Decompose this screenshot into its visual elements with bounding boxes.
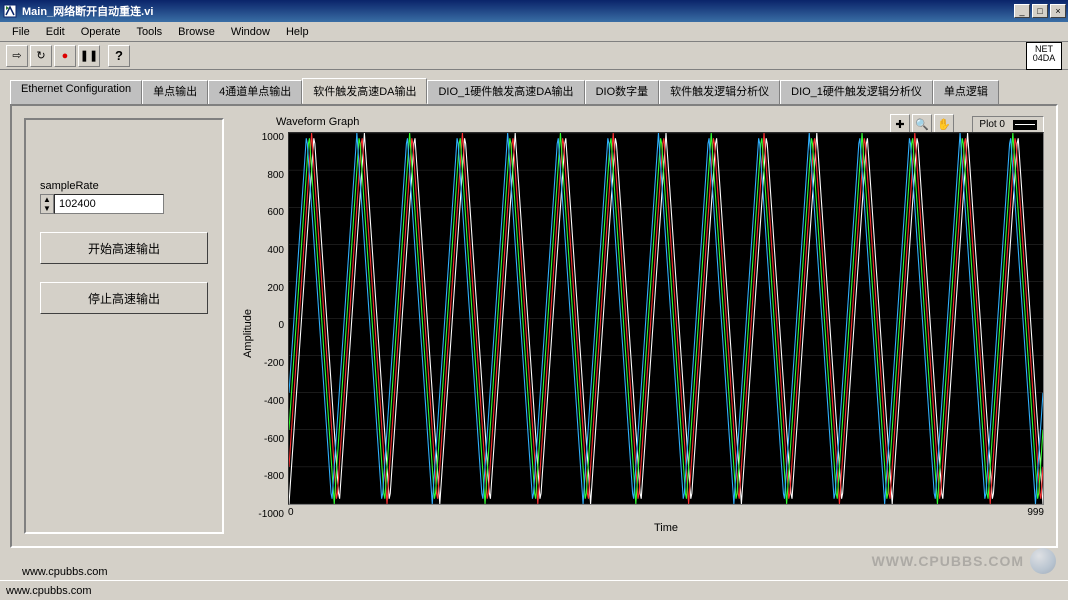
menu-tools[interactable]: Tools <box>128 24 170 40</box>
start-output-button[interactable]: 开始高速输出 <box>40 232 208 264</box>
close-button[interactable]: × <box>1050 4 1066 18</box>
samplerate-spinner[interactable]: ▲▼ <box>40 194 54 214</box>
zoom-tool-icon[interactable]: 🔍 <box>912 114 932 134</box>
watermark: WWW.CPUBBS.COM <box>872 548 1056 574</box>
maximize-button[interactable]: □ <box>1032 4 1048 18</box>
tab[interactable]: 4通道单点输出 <box>208 80 302 106</box>
menu-operate[interactable]: Operate <box>73 24 129 40</box>
samplerate-input[interactable] <box>54 194 164 214</box>
net-indicator: NET04DA <box>1026 42 1062 70</box>
pause-button[interactable]: ❚❚ <box>78 45 100 67</box>
x-axis-label: Time <box>288 522 1044 534</box>
tab[interactable]: 单点输出 <box>142 80 208 106</box>
tab[interactable]: DIO_1硬件触发高速DA输出 <box>427 80 584 106</box>
menu-help[interactable]: Help <box>278 24 317 40</box>
cursor-tool-icon[interactable]: ✚ <box>890 114 910 134</box>
menu-edit[interactable]: Edit <box>38 24 73 40</box>
globe-icon <box>1030 548 1056 574</box>
tab[interactable]: 软件触发高速DA输出 <box>302 78 427 104</box>
menu-file[interactable]: File <box>4 24 38 40</box>
samplerate-label: sampleRate <box>40 180 208 192</box>
tab[interactable]: Ethernet Configuration <box>10 80 142 106</box>
plot-legend[interactable]: Plot 0 <box>972 116 1044 133</box>
control-panel: sampleRate ▲▼ 开始高速输出 停止高速输出 <box>24 118 224 534</box>
menu-bar: File Edit Operate Tools Browse Window He… <box>0 22 1068 42</box>
tab[interactable]: 软件触发逻辑分析仪 <box>659 80 780 106</box>
x-tick-max: 999 <box>1027 507 1044 518</box>
plot-sample-icon <box>1013 120 1037 130</box>
tab[interactable]: 单点逻辑 <box>933 80 999 106</box>
graph-title: Waveform Graph <box>276 116 359 128</box>
tab[interactable]: DIO数字量 <box>585 80 660 106</box>
waveform-chart[interactable] <box>288 132 1044 505</box>
footer-link[interactable]: www.cpubbs.com <box>22 566 108 578</box>
stop-output-button[interactable]: 停止高速输出 <box>40 282 208 314</box>
run-continuous-button[interactable]: ↻ <box>30 45 52 67</box>
menu-window[interactable]: Window <box>223 24 278 40</box>
app-icon <box>2 3 18 19</box>
window-title: Main_网络断开自动重连.vi <box>22 3 1012 19</box>
tab-strip: Ethernet Configuration单点输出4通道单点输出软件触发高速D… <box>0 70 1068 104</box>
menu-browse[interactable]: Browse <box>170 24 223 40</box>
x-tick-min: 0 <box>288 507 294 518</box>
y-axis-label: Amplitude <box>242 309 254 358</box>
pan-tool-icon[interactable]: ✋ <box>934 114 954 134</box>
status-text: www.cpubbs.com <box>6 585 92 597</box>
help-button[interactable]: ? <box>108 45 130 67</box>
minimize-button[interactable]: _ <box>1014 4 1030 18</box>
y-axis-ticks: 10008006004002000-200-400-600-800-1000 <box>258 132 288 534</box>
tab[interactable]: DIO_1硬件触发逻辑分析仪 <box>780 80 933 106</box>
status-bar: www.cpubbs.com <box>0 580 1068 600</box>
abort-button[interactable]: ● <box>54 45 76 67</box>
run-button[interactable]: ⇨ <box>6 45 28 67</box>
plot-legend-label: Plot 0 <box>979 119 1005 130</box>
